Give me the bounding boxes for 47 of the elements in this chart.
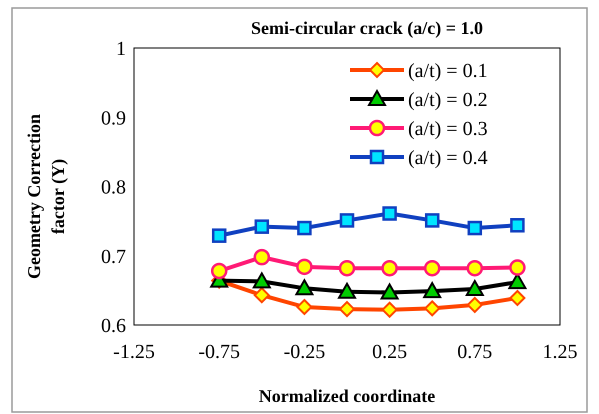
- point: [339, 301, 355, 318]
- point: [295, 279, 314, 296]
- point: [338, 260, 356, 276]
- point: [466, 280, 484, 296]
- point: [338, 282, 356, 299]
- y-tick-label: 0.7: [101, 246, 126, 268]
- point: [466, 260, 484, 276]
- y-tick-label: 0.8: [101, 176, 126, 198]
- point: [424, 213, 440, 228]
- x-axis-title: Normalized coordinate: [258, 386, 436, 406]
- legend-label: (a/t) = 0.3: [408, 118, 488, 140]
- point: [424, 260, 440, 276]
- y-tick-label: 0.9: [101, 107, 126, 130]
- point: [210, 262, 228, 280]
- y-tick-label: 1: [116, 38, 126, 60]
- point: [254, 219, 270, 234]
- point: [466, 296, 483, 313]
- point: [423, 282, 442, 298]
- point: [468, 220, 482, 236]
- chart-title: Semi-circular crack (a/c) = 1.0: [250, 18, 484, 38]
- x-tick-label: -0.75: [198, 341, 240, 363]
- point: [424, 300, 440, 316]
- y-tick-label: 0.6: [101, 315, 126, 337]
- point: [381, 260, 398, 276]
- point: [212, 228, 226, 243]
- y-axis-title: Geometry Correction factor (Y): [24, 114, 68, 280]
- x-tick-label: -0.25: [284, 341, 326, 363]
- point: [509, 290, 526, 306]
- point: [382, 302, 398, 318]
- legend-label: (a/t) = 0.4: [408, 147, 488, 169]
- point: [254, 287, 270, 304]
- legend-label: (a/t) = 0.2: [408, 89, 488, 111]
- x-tick-label: 0.25: [372, 341, 408, 363]
- point: [510, 218, 525, 233]
- legend-label: (a/t) = 0.1: [408, 60, 488, 82]
- point: [297, 220, 312, 236]
- point: [509, 259, 526, 276]
- x-tick-label: -1.25: [113, 341, 155, 363]
- point: [296, 298, 312, 315]
- point: [296, 258, 313, 276]
- point: [380, 283, 399, 300]
- point: [340, 213, 354, 228]
- point: [252, 272, 271, 288]
- point: [254, 248, 270, 266]
- point: [382, 206, 397, 221]
- x-tick-label: 1.25: [542, 341, 578, 363]
- x-tick-label: 0.75: [457, 341, 492, 363]
